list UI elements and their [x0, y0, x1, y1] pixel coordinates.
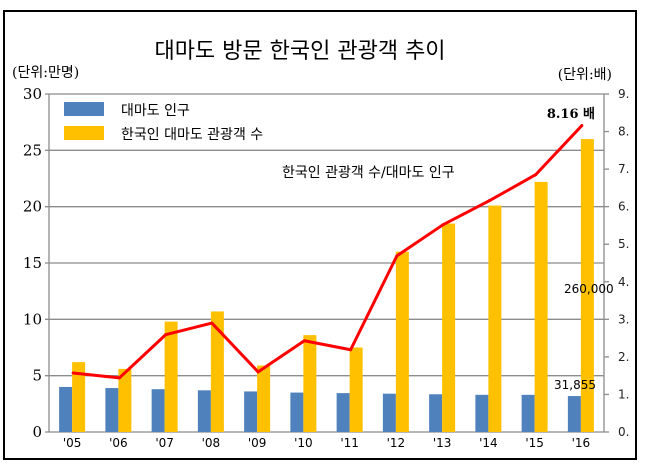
chart-title: 대마도 방문 한국인 관광객 추이: [154, 39, 445, 64]
bar-tourists: [488, 205, 502, 432]
ratio-line: [71, 124, 584, 380]
bar-population: [59, 386, 73, 432]
y2-axis-unit-label: (단위:배): [558, 67, 612, 83]
y2-tick-label: 2.: [618, 350, 629, 364]
ratio-line-path: [72, 124, 583, 380]
bar-population: [336, 393, 350, 432]
x-tick-label: '13: [433, 436, 452, 450]
x-tick-label: '06: [109, 436, 128, 450]
bar-tourists: [534, 181, 548, 432]
last-ratio-label: 8.16 배: [547, 106, 595, 122]
bar-population: [197, 390, 211, 432]
ratio-line-point: [534, 173, 538, 177]
y2-tick-label: 7.: [618, 162, 629, 176]
gridlines: [45, 93, 605, 433]
bar-tourists: [72, 362, 86, 432]
x-tick-label: '12: [387, 436, 406, 450]
y2-tick-label: 6.: [618, 200, 629, 214]
x-tick-label: '16: [572, 436, 591, 450]
bar-population: [521, 394, 535, 432]
legend-swatch-tourists: [64, 126, 104, 140]
chart-frame: [3, 10, 637, 460]
y2-tick-label: 1.: [618, 387, 629, 401]
last-population-label: 31,855: [554, 378, 596, 392]
x-tick-label: '08: [202, 436, 221, 450]
ratio-line-point: [349, 348, 353, 352]
y-axis-unit-label: (단위:만명): [12, 65, 79, 81]
ratio-line-point: [210, 321, 214, 325]
y2-tick-label: 5.: [618, 237, 629, 251]
bar-tourists: [580, 139, 594, 433]
bar-tourists: [118, 368, 132, 432]
y2-axis-ticks: 0. 1. 2. 3. 4. 5. 6. 7. 8. 9.: [604, 87, 629, 439]
y-tick-label: 15: [23, 254, 42, 272]
bar-population: [151, 389, 165, 432]
ratio-line-point: [117, 376, 121, 380]
y-tick-label: 10: [23, 310, 42, 328]
y-tick-label: 0: [32, 423, 42, 441]
bar-tourists: [442, 223, 456, 432]
bar-tourists: [349, 347, 363, 432]
ratio-line-point: [164, 333, 168, 337]
ratio-line-point: [302, 339, 306, 343]
bar-tourists: [303, 335, 317, 432]
ratio-line-point: [256, 370, 260, 374]
y2-tick-label: 3.: [618, 312, 629, 326]
y-tick-label: 25: [23, 141, 42, 159]
legend-label-population: 대마도 인구: [121, 103, 190, 119]
bar-population: [382, 393, 396, 432]
ratio-line-point: [580, 124, 584, 128]
ratio-line-point: [441, 223, 445, 227]
y-tick-label: 20: [23, 198, 42, 216]
ratio-line-point: [71, 371, 75, 375]
ratio-line-point: [395, 254, 399, 258]
y2-tick-label: 4.: [618, 275, 629, 289]
x-tick-label: '14: [479, 436, 498, 450]
bar-tourists: [210, 311, 224, 432]
legend-swatch-population: [64, 102, 104, 116]
x-tick-label: '11: [340, 436, 359, 450]
bar-population: [475, 394, 489, 432]
y-tick-label: 30: [23, 85, 42, 103]
x-tick-label: '10: [294, 436, 313, 450]
bars: [59, 139, 594, 433]
bar-tourists: [164, 321, 178, 432]
y2-tick-label: 9.: [618, 87, 629, 101]
bar-population: [244, 391, 258, 432]
line-series-annotation: 한국인 관광객 수/대마도 인구: [282, 165, 455, 181]
bar-tourists: [395, 251, 409, 432]
x-tick-label: '07: [155, 436, 174, 450]
bar-population: [567, 396, 581, 432]
bar-population: [429, 394, 443, 432]
y-axis-ticks: 0 5 10 15 20 25 30: [23, 85, 42, 441]
x-tick-label: '05: [63, 436, 82, 450]
x-tick-label: '15: [525, 436, 544, 450]
last-tourists-label: 260,000: [564, 282, 614, 296]
x-axis-ticks: '05 '06 '07 '08 '09 '10 '11 '12 '13 '14 '15 '16: [63, 436, 590, 450]
ratio-line-point: [487, 199, 491, 203]
y2-tick-label: 8.: [618, 125, 629, 139]
bar-population: [290, 392, 304, 432]
legend: 대마도 인구 한국인 대마도 관광객 수: [64, 102, 263, 143]
x-tick-label: '09: [248, 436, 267, 450]
bar-tourists: [257, 365, 271, 432]
y2-tick-label: 0.: [618, 425, 629, 439]
y-tick-label: 5: [32, 367, 42, 385]
bar-population: [105, 388, 119, 432]
legend-label-tourists: 한국인 대마도 관광객 수: [121, 127, 263, 143]
